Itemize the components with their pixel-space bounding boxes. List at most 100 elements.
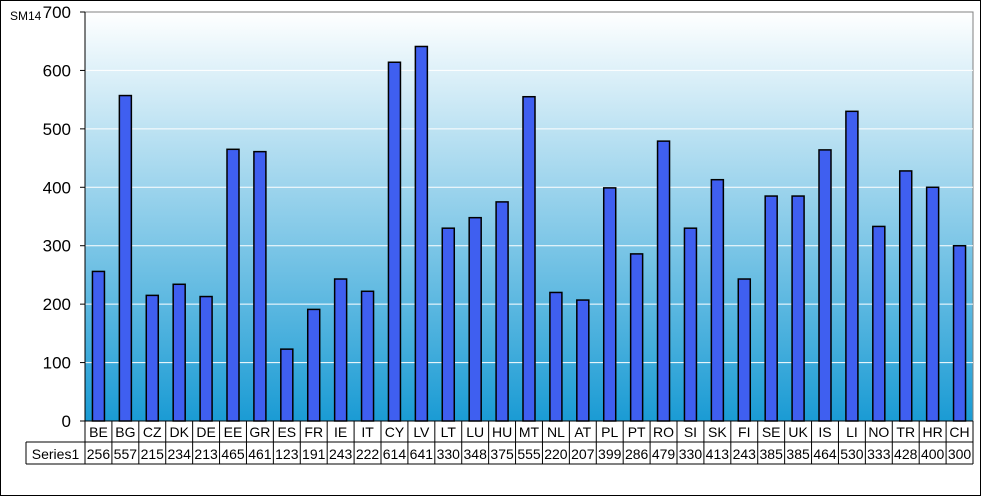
bar-BE	[91, 270, 106, 422]
bar-SK	[710, 178, 725, 422]
value-label: 123	[275, 446, 299, 462]
bar-AT	[576, 299, 590, 422]
value-label: 234	[168, 446, 192, 462]
value-label: 330	[437, 446, 461, 462]
bar-HU	[495, 201, 509, 422]
category-label: NO	[868, 424, 889, 440]
value-label: 375	[490, 446, 514, 462]
category-label: CY	[385, 424, 405, 440]
category-label: BG	[115, 424, 135, 440]
category-label: SE	[762, 424, 781, 440]
bar-LI	[845, 110, 859, 422]
bar-PL	[602, 187, 617, 422]
value-label: 256	[87, 446, 111, 462]
y-tick-label: 200	[43, 295, 71, 314]
bar-DK	[172, 283, 186, 422]
value-label: 479	[652, 446, 676, 462]
corner-label: SM14	[10, 9, 42, 23]
value-label: 243	[733, 446, 757, 462]
category-label: RO	[653, 424, 674, 440]
bar-CY	[387, 61, 402, 422]
category-label: HR	[923, 424, 943, 440]
value-label: 399	[598, 446, 622, 462]
category-label: DE	[196, 424, 215, 440]
y-axis: 0 100 200 300 400 500 600 700	[43, 3, 86, 431]
value-label: 207	[571, 446, 595, 462]
value-label: 385	[786, 446, 810, 462]
bar-RO	[656, 140, 671, 422]
value-label: 213	[194, 446, 218, 462]
category-label: PL	[601, 424, 618, 440]
category-label: TR	[896, 424, 915, 440]
y-tick-label: 300	[43, 237, 71, 256]
category-label: CZ	[143, 424, 162, 440]
category-label: LV	[413, 424, 430, 440]
bar-EE	[226, 148, 240, 422]
category-label: GR	[249, 424, 270, 440]
category-label: IT	[361, 424, 374, 440]
category-label: FR	[304, 424, 323, 440]
category-label: LT	[441, 424, 457, 440]
value-label: 220	[544, 446, 568, 462]
category-label: IE	[334, 424, 347, 440]
bar-IS	[818, 149, 832, 422]
series-header: Series1	[32, 446, 80, 462]
y-tick-label: 0	[62, 412, 71, 431]
value-label: 191	[302, 446, 326, 462]
value-label: 428	[894, 446, 918, 462]
bar-UK	[791, 195, 805, 422]
category-label: AT	[574, 424, 591, 440]
value-label: 400	[921, 446, 945, 462]
bar-MT	[522, 95, 536, 422]
bar-LV	[414, 45, 429, 422]
category-label: LI	[846, 424, 858, 440]
bar-HR	[925, 186, 940, 422]
category-label: SI	[684, 424, 697, 440]
value-label: 385	[760, 446, 784, 462]
value-label: 465	[221, 446, 245, 462]
category-label: SK	[708, 424, 727, 440]
y-tick-label: 500	[43, 120, 71, 139]
bar-DE	[199, 295, 213, 422]
value-label: 330	[679, 446, 703, 462]
y-tick-label: 400	[43, 178, 71, 197]
category-label: LU	[466, 424, 484, 440]
bar-SE	[764, 195, 778, 422]
category-label: ES	[277, 424, 296, 440]
y-tick-label: 100	[43, 354, 71, 373]
bar-CZ	[145, 294, 160, 422]
value-label: 641	[410, 446, 434, 462]
bar-IE	[333, 278, 348, 422]
category-label: FI	[738, 424, 750, 440]
bar-BG	[118, 94, 133, 422]
value-label: 348	[464, 446, 488, 462]
bar-PT	[629, 253, 644, 422]
bar-TR	[898, 170, 913, 422]
category-label: PT	[628, 424, 646, 440]
category-label: UK	[788, 424, 808, 440]
bar-NL	[549, 291, 563, 422]
bar-LT	[441, 227, 456, 422]
value-label: 461	[248, 446, 272, 462]
category-label: DK	[169, 424, 189, 440]
category-label: NL	[547, 424, 565, 440]
bar-CH	[952, 244, 967, 422]
value-label: 243	[329, 446, 353, 462]
value-label: 215	[141, 446, 165, 462]
bar-FR	[306, 308, 321, 422]
bar-GR	[253, 150, 267, 422]
value-label: 557	[114, 446, 138, 462]
value-label: 286	[625, 446, 649, 462]
value-label: 222	[356, 446, 380, 462]
bar-NO	[872, 225, 886, 422]
value-label: 413	[706, 446, 730, 462]
y-tick-label: 700	[43, 3, 71, 22]
category-label: HU	[492, 424, 512, 440]
category-label: MT	[519, 424, 540, 440]
category-label: IS	[818, 424, 831, 440]
bar-ES	[280, 348, 294, 422]
bar-LU	[468, 216, 482, 422]
